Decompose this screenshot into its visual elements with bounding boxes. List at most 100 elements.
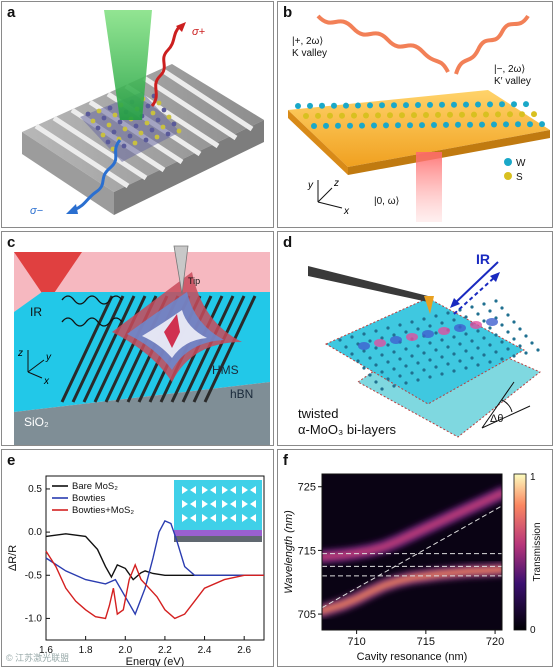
bowtie-triangle (202, 514, 208, 522)
lattice-atom (106, 122, 112, 128)
lattice-atom (503, 121, 509, 128)
lattice-atom (380, 370, 384, 374)
polariton-spot (438, 327, 450, 335)
panel-label-f: f (283, 452, 288, 469)
lattice-atom (464, 315, 468, 319)
lattice-atom (416, 327, 420, 331)
hbn-label: hBN (230, 387, 253, 401)
lattice-atom (112, 112, 118, 118)
lattice-atom (362, 366, 366, 370)
inset-layer (174, 530, 262, 536)
lattice-atom (138, 130, 144, 136)
watermark: © 江苏激光联盟 (6, 653, 70, 663)
lattice-atom (398, 374, 402, 378)
lattice-atom (440, 338, 444, 342)
lattice-atom (362, 332, 366, 336)
lattice-atom (391, 102, 397, 109)
ground-state-label: |0, ω⟩ (374, 196, 400, 207)
ir-wave-2 (61, 317, 123, 327)
polariton-spot (470, 321, 482, 329)
panel-a-illustration: σ+ σ− (22, 10, 264, 217)
lattice-atom (482, 319, 486, 323)
lattice-atom (160, 124, 166, 130)
lattice-atom (443, 121, 449, 128)
lattice-atom (451, 101, 457, 108)
lattice-atom (491, 121, 497, 128)
lattice-atom (422, 368, 426, 372)
legend-label-1: Bare MoS₂ (72, 481, 118, 492)
lattice-atom (506, 330, 510, 334)
panel-b: y z x |+, 2ω⟩ K valley |−, 2ω⟩ K′ valley… (277, 1, 553, 228)
bowtie-triangle (210, 514, 216, 522)
lattice-atom (398, 323, 402, 327)
lattice-atom (350, 352, 354, 356)
lattice-atom (387, 112, 393, 119)
lattice-atom (359, 122, 365, 129)
lattice-atom (512, 354, 516, 358)
lattice-atom (303, 113, 309, 119)
ws2-lattice (295, 101, 545, 129)
polariton-spot (406, 333, 418, 341)
lattice-atom (356, 359, 360, 363)
polariton-spot (454, 324, 466, 332)
lattice-atom (488, 326, 492, 330)
lattice-atom (155, 117, 161, 123)
lattice-atom (295, 103, 301, 109)
lattice-atom (452, 318, 456, 322)
bowtie-triangle (242, 500, 248, 508)
colorbar-tick-max: 1 (530, 472, 536, 483)
lattice-atom (500, 357, 504, 361)
panel-d-illustration: IR Δθ twisted α-MoO₃ bi-layers (298, 251, 541, 438)
lattice-atom (435, 111, 441, 118)
bowtie-triangle (210, 486, 216, 494)
lattice-atom (511, 101, 517, 108)
lattice-atom (339, 112, 345, 119)
lattice-atom (419, 122, 425, 129)
x-tick-label: 720 (486, 636, 504, 648)
lattice-atom (404, 381, 408, 385)
lattice-atom (458, 342, 462, 346)
lattice-atom (506, 347, 510, 351)
series-line-2 (45, 519, 264, 616)
angle-lines (481, 381, 531, 429)
bowtie-triangle (230, 500, 236, 508)
fundamental-beam (416, 152, 442, 222)
lattice-atom (428, 341, 432, 345)
lattice-atom (470, 305, 474, 309)
polariton-spot (374, 339, 386, 347)
lattice-atom (375, 112, 381, 119)
y-tick-label: 0.5 (28, 484, 42, 495)
lattice-atom (518, 344, 522, 348)
lattice-atom (422, 351, 426, 355)
lattice-atom (127, 133, 133, 139)
lattice-atom (463, 101, 469, 108)
ir-arrow-in (453, 261, 499, 305)
lattice-atom (428, 375, 432, 379)
axis-z-c: z (17, 348, 23, 359)
polariton-spot (486, 318, 498, 326)
lattice-atom (368, 373, 372, 377)
lattice-atom (386, 343, 390, 347)
lattice-atom (476, 312, 480, 316)
bowtie-triangle (230, 514, 236, 522)
lattice-atom (416, 378, 420, 382)
lattice-atom (399, 112, 405, 119)
hms-label: HMS (212, 363, 239, 377)
lattice-atom (531, 111, 537, 118)
lattice-atom (539, 121, 545, 128)
lattice-atom (467, 121, 473, 128)
colorbar-label: Transmission (532, 522, 543, 581)
lattice-atom (524, 334, 528, 338)
lattice-atom (452, 352, 456, 356)
lattice-atom (122, 126, 128, 132)
lattice-atom (476, 363, 480, 367)
lattice-atom (446, 345, 450, 349)
kp-state-label: |−, 2ω⟩ (494, 64, 525, 75)
lattice-atom (494, 350, 498, 354)
sigma-plus-label: σ+ (192, 26, 206, 38)
lattice-atom (398, 357, 402, 361)
polariton-spots (358, 318, 498, 350)
y-axis-label: ΔR/R (7, 545, 19, 571)
lattice-atom (487, 101, 493, 108)
gold-substrate (288, 90, 550, 167)
